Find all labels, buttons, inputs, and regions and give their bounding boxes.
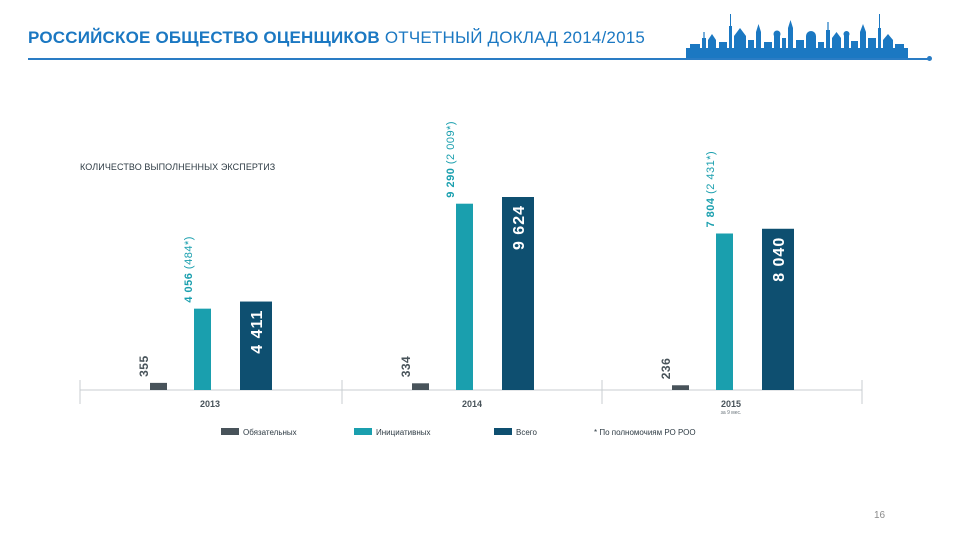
legend-label-initiative: Инициативных	[376, 428, 431, 437]
footnote: * По полномочиям РО РОО	[594, 428, 696, 437]
legend-swatch-initiative	[354, 428, 372, 435]
value-sublabel: (2 431*)	[705, 151, 717, 198]
bar-mandatory-2013	[150, 382, 167, 390]
bar-initiative-2015	[716, 233, 733, 390]
value-label-initiative-2014: 9 290 (2 009*)	[445, 121, 457, 198]
category-label-2015: 2015	[721, 399, 741, 409]
value-sublabel: (484*)	[183, 236, 195, 273]
category-label-2014: 2014	[462, 399, 482, 409]
value-label-total-2015: 8 040	[771, 237, 788, 282]
report-title: ОТЧЕТНЫЙ ДОКЛАД 2014/2015	[384, 28, 646, 47]
category-label-2013: 2013	[200, 399, 220, 409]
bar-initiative-2013	[194, 308, 211, 390]
value-label-mandatory-2013: 355	[137, 355, 151, 377]
bar-total-2013	[240, 301, 272, 390]
category-note-2015: за 9 мес.	[721, 410, 742, 416]
chart-title: КОЛИЧЕСТВО ВЫПОЛНЕННЫХ ЭКСПЕРТИЗ	[80, 162, 276, 172]
value-label-total-2014: 9 624	[511, 205, 528, 250]
value-label-initiative-2015: 7 804 (2 431*)	[705, 151, 717, 228]
value-sublabel: (2 009*)	[445, 121, 457, 168]
legend-label-mandatory: Обязательных	[243, 428, 297, 437]
value-label-total-2013: 4 411	[249, 310, 266, 354]
bar-initiative-2014	[456, 203, 473, 390]
value-label-initiative-2013: 4 056 (484*)	[183, 236, 195, 303]
header-divider	[28, 58, 930, 60]
value-label-mandatory-2015: 236	[659, 358, 673, 380]
header-divider-dot	[927, 56, 932, 61]
value-label-mandatory-2014: 334	[399, 356, 413, 378]
city-skyline-logo	[686, 14, 908, 60]
bar-total-2014	[502, 197, 534, 390]
legend-swatch-mandatory	[221, 428, 239, 435]
organization-name: РОССИЙСКОЕ ОБЩЕСТВО ОЦЕНЩИКОВ	[28, 28, 380, 47]
bar-mandatory-2015	[672, 385, 689, 390]
legend-label-total: Всего	[516, 428, 538, 437]
legend-swatch-total	[494, 428, 512, 435]
bar-total-2015	[762, 228, 794, 390]
page-number: 16	[874, 510, 886, 521]
bar-mandatory-2014	[412, 383, 429, 390]
header-title: РОССИЙСКОЕ ОБЩЕСТВО ОЦЕНЩИКОВ ОТЧЕТНЫЙ Д…	[28, 28, 645, 48]
